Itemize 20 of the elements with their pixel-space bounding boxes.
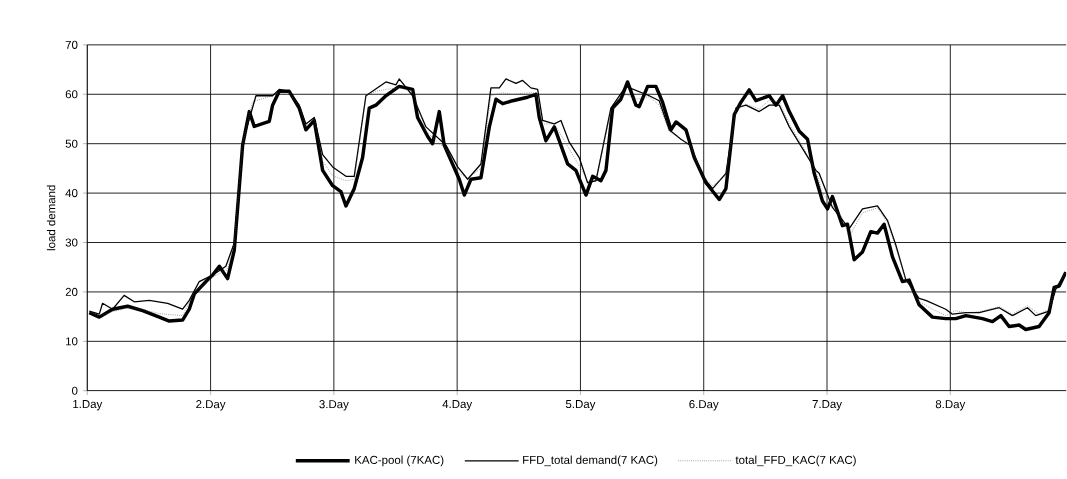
x-tick-label: 3.Day xyxy=(319,400,349,411)
x-tick-label: 6.Day xyxy=(689,400,719,411)
y-tick-label: 50 xyxy=(65,139,78,148)
x-tick-label: 1.Day xyxy=(73,400,103,411)
x-tick-label: 4.Day xyxy=(442,400,473,411)
y-tick-label: 70 xyxy=(65,40,78,50)
x-tick-label: 5.Day xyxy=(565,400,596,411)
y-tick-label: 30 xyxy=(65,238,78,247)
y-tick-label: 60 xyxy=(65,90,78,99)
y-tick-label: 40 xyxy=(65,189,78,198)
legend-label: KAC-pool (7KAC) xyxy=(355,455,444,467)
x-tick-label: 8.Day xyxy=(935,400,966,411)
x-tick-label: 2.Day xyxy=(196,400,226,411)
y-tick-label: 0 xyxy=(72,386,78,395)
x-tick-label: 7.Day xyxy=(812,400,842,411)
legend-label: total_FFD_KAC(7 KAC) xyxy=(735,455,856,467)
y-tick-label: 20 xyxy=(65,287,78,297)
legend-label: FFD_total demand(7 KAC) xyxy=(523,455,658,467)
y-tick-label: 10 xyxy=(66,337,78,346)
y-axis-title: load demand xyxy=(46,185,56,251)
